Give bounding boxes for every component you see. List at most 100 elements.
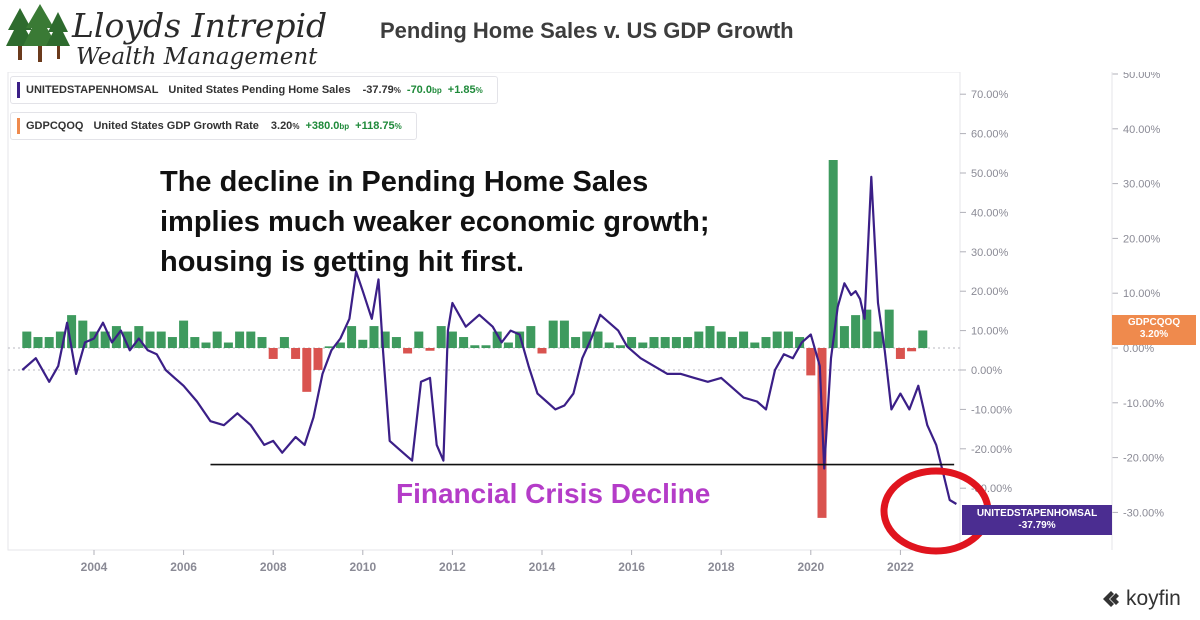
gdp-bar (291, 348, 301, 359)
gdp-bar (447, 331, 457, 348)
gdp-bar (268, 348, 278, 359)
gdp-bar (515, 331, 525, 348)
phs-badge-ticker: UNITEDSTAPENHOMSAL (976, 508, 1098, 519)
gdp-bar (795, 337, 805, 348)
legend-name-1: United States Pending Home Sales (168, 84, 351, 96)
logo-line2: Wealth Management (76, 44, 318, 70)
annotation-line-3: housing is getting hit first. (160, 246, 525, 278)
legend-series-2[interactable]: GDPCQOQ United States GDP Growth Rate 3.… (10, 112, 417, 140)
x-tick-label: 2016 (618, 560, 645, 574)
x-tick-label: 2008 (260, 560, 287, 574)
gdp-bar (526, 326, 536, 348)
y-left-tick-label: -20.00% (971, 444, 1012, 456)
legend-series-1[interactable]: UNITEDSTAPENHOMSAL United States Pending… (10, 76, 498, 104)
brand-name: koyfin (1126, 587, 1181, 610)
gdp-bar (414, 331, 424, 348)
y-axis-right: 50.00% 40.00% 30.00% 20.00% 10.00% 0.00% -10.0… (1111, 72, 1164, 550)
gdp-bar (55, 331, 65, 348)
gdp-bar (582, 331, 592, 348)
y-right-tick-label: -10.00% (1123, 398, 1164, 410)
gdp-bar (503, 342, 513, 348)
gdp-bar (44, 337, 54, 348)
gdp-bar (134, 326, 144, 348)
x-axis: 2004 2006 2008 2010 2012 2014 2016 2018 2020 2022 (81, 550, 914, 574)
gdp-bar (470, 345, 480, 348)
x-tick-label: 2010 (349, 560, 376, 574)
gdp-bar (683, 337, 693, 348)
gdp-bar (705, 326, 715, 348)
legend-name-2: United States GDP Growth Rate (93, 120, 259, 132)
logo-line1: Lloyds Intrepid (72, 6, 328, 45)
gdp-bar (33, 337, 43, 348)
gdp-bar (907, 348, 917, 352)
gdp-bar (67, 315, 77, 348)
chart-frame: 2004 2006 2008 2010 2012 2014 2016 2018 2020 2022… (0, 72, 1200, 620)
y-right-tick-label: 30.00% (1123, 179, 1161, 191)
koyfin-logo-icon (1103, 591, 1119, 607)
gdp-bar (772, 331, 782, 348)
y-right-tick-label: -20.00% (1123, 453, 1164, 465)
y-left-tick-label: 40.00% (971, 207, 1009, 219)
x-tick-label: 2014 (529, 560, 556, 574)
chart: 2004 2006 2008 2010 2012 2014 2016 2018 2020 2022… (7, 72, 1164, 574)
y-left-tick-label: 0.00% (971, 365, 1002, 377)
gdp-bar (559, 320, 569, 348)
gdp-bar (828, 160, 838, 348)
gdp-bar (627, 337, 637, 348)
legend-change-bp-2: +380.0bp (305, 120, 350, 132)
y-left-tick-label: -10.00% (971, 404, 1012, 416)
gdp-bar (649, 337, 659, 348)
gdp-bar (481, 345, 491, 348)
x-tick-label: 2006 (170, 560, 197, 574)
y-right-tick-label: 20.00% (1123, 233, 1161, 245)
y-left-tick-label: 10.00% (971, 326, 1009, 338)
gdp-bar (403, 348, 413, 354)
gdp-bar (436, 326, 446, 348)
gdp-bar (78, 320, 88, 348)
gdp-bar (750, 342, 760, 348)
gdp-bar (100, 331, 110, 348)
gdp-bar (851, 315, 861, 348)
pending-sales-line (21, 175, 957, 505)
gdp-bar (380, 331, 390, 348)
y-left-tick-label: 50.00% (971, 168, 1009, 180)
gdp-bar (212, 331, 222, 348)
gdp-bar (839, 326, 849, 348)
gdp-bar (235, 331, 245, 348)
gdp-bar (660, 337, 670, 348)
gdp-bar (671, 337, 681, 348)
x-tick-label: 2012 (439, 560, 466, 574)
gdp-bar (727, 337, 737, 348)
gdp-bar (918, 330, 928, 348)
gdp-bar (873, 331, 883, 348)
gdp-bar (615, 345, 625, 348)
annotation-text: The decline in Pending Home Sales implie… (160, 162, 710, 282)
gdp-bar (89, 331, 99, 348)
gdp-bar (302, 348, 312, 392)
y-left-tick-label: 20.00% (971, 286, 1009, 298)
gdp-bar (425, 348, 435, 351)
trees-icon (6, 4, 70, 62)
gdp-bar (179, 320, 189, 348)
y-right-tick-label: 0.00% (1123, 343, 1154, 355)
pending-sales-value-badge: UNITEDSTAPENHOMSAL -37.79% (962, 505, 1112, 535)
gdp-bar (369, 326, 379, 348)
legend-change-pct-2: +118.75% (355, 120, 402, 132)
plot-area (7, 72, 961, 551)
gdp-badge-value: 3.20% (1139, 329, 1169, 340)
koyfin-brand[interactable]: koyfin (1100, 587, 1181, 611)
gdp-bar (22, 331, 32, 348)
legend-swatch-1 (17, 82, 20, 98)
y-right-tick-label: 50.00% (1123, 72, 1161, 81)
financial-crisis-label: Financial Crisis Decline (396, 478, 711, 509)
gdp-bar (739, 331, 749, 348)
gdp-bar (694, 331, 704, 348)
company-logo: Lloyds Intrepid Wealth Management (6, 4, 336, 70)
legend-value-2: 3.20% (270, 120, 300, 132)
legend-ticker-2: GDPCQOQ (26, 120, 84, 132)
gdp-bar (604, 342, 614, 348)
gdp-bar (571, 337, 581, 348)
gdp-bar (145, 331, 155, 348)
y-left-tick-label: 70.00% (971, 89, 1009, 101)
y-right-tick-label: -30.00% (1123, 507, 1164, 519)
